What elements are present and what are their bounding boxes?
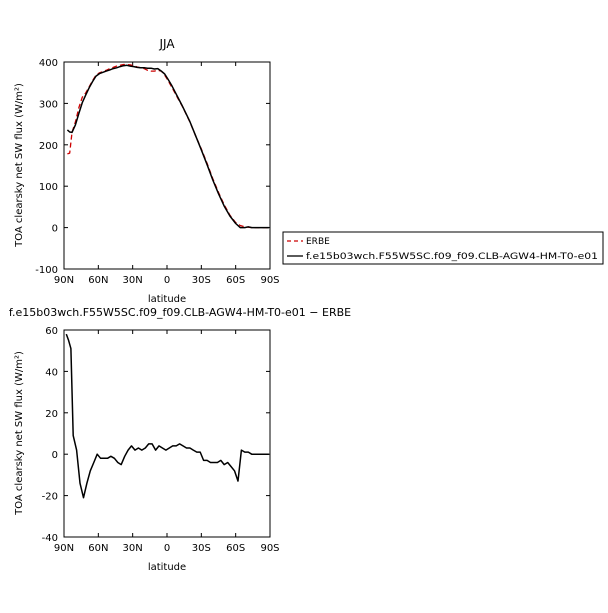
- top-plot-frame: [63, 61, 271, 270]
- top-axis-ticks: 90N 60N 30N 0 30S 60S 90S -100 0 100 200 300 400: [35, 58, 279, 286]
- top-x-axis-label: latitude: [148, 294, 186, 305]
- top-y-tick-label: 200: [39, 141, 58, 152]
- top-panel: JJA 90N 60N 30N 0 30S 60S 90S -100 0 100 200 300 400…: [14, 37, 280, 305]
- legend-label-model: f.e15b03wch.F55W5SC.f09_f09.CLB-AGW4-HM-…: [306, 252, 598, 262]
- top-y-tick-label: 0: [52, 224, 58, 235]
- bottom-panel-title: f.e15b03wch.F55W5SC.f09_f09.CLB-AGW4-HM-…: [9, 306, 351, 319]
- top-x-tick-label: 60N: [88, 275, 108, 286]
- top-y-tick-label: 400: [39, 58, 58, 69]
- top-x-tick-label: 60S: [226, 275, 245, 286]
- bottom-x-axis-label: latitude: [148, 562, 186, 573]
- bottom-y-tick-label: -20: [42, 492, 58, 503]
- bottom-series-group: [65, 333, 269, 499]
- bottom-y-axis-label: TOA clearsky net SW flux (W/m²): [14, 351, 25, 516]
- top-panel-title: JJA: [158, 37, 175, 51]
- legend-box: [282, 231, 604, 265]
- top-y-tick-label: -100: [35, 265, 58, 276]
- bottom-x-tick-label: 90S: [260, 543, 279, 554]
- bottom-x-tick-label: 30N: [123, 543, 143, 554]
- top-series-line-1: [66, 64, 269, 229]
- bottom-plot-frame: [63, 329, 271, 538]
- bottom-y-tick-label: 40: [45, 367, 58, 378]
- bottom-x-tick-label: 30S: [192, 543, 211, 554]
- top-x-tick-label: 30N: [123, 275, 143, 286]
- top-x-tick-label: 90N: [54, 275, 74, 286]
- bottom-y-tick-label: 20: [45, 409, 58, 420]
- bottom-axis-ticks: 90N 60N 30N 0 30S 60S 90S -40 -20 0 20 40 60: [42, 326, 280, 554]
- top-series-group: [66, 63, 269, 229]
- legend-label-erbe: ERBE: [306, 237, 330, 247]
- top-x-tick-label: 30S: [192, 275, 211, 286]
- top-y-axis-label: TOA clearsky net SW flux (W/m²): [14, 83, 25, 248]
- top-x-tick-label: 90S: [260, 275, 279, 286]
- bottom-x-tick-label: 0: [164, 543, 170, 554]
- bottom-x-tick-label: 90N: [54, 543, 74, 554]
- bottom-panel: f.e15b03wch.F55W5SC.f09_f09.CLB-AGW4-HM-…: [9, 306, 351, 573]
- top-y-tick-label: 100: [39, 182, 58, 193]
- bottom-x-tick-label: 60N: [88, 543, 108, 554]
- bottom-y-tick-label: 60: [45, 326, 58, 337]
- bottom-x-tick-label: 60S: [226, 543, 245, 554]
- top-series-line-0: [67, 63, 269, 229]
- bottom-y-tick-label: 0: [52, 450, 58, 461]
- bottom-y-tick-label: -40: [42, 533, 58, 544]
- bottom-series-line-0: [65, 333, 269, 499]
- top-x-tick-label: 0: [164, 275, 170, 286]
- top-y-tick-label: 300: [39, 99, 58, 110]
- legend: ERBE f.e15b03wch.F55W5SC.f09_f09.CLB-AGW…: [282, 231, 604, 265]
